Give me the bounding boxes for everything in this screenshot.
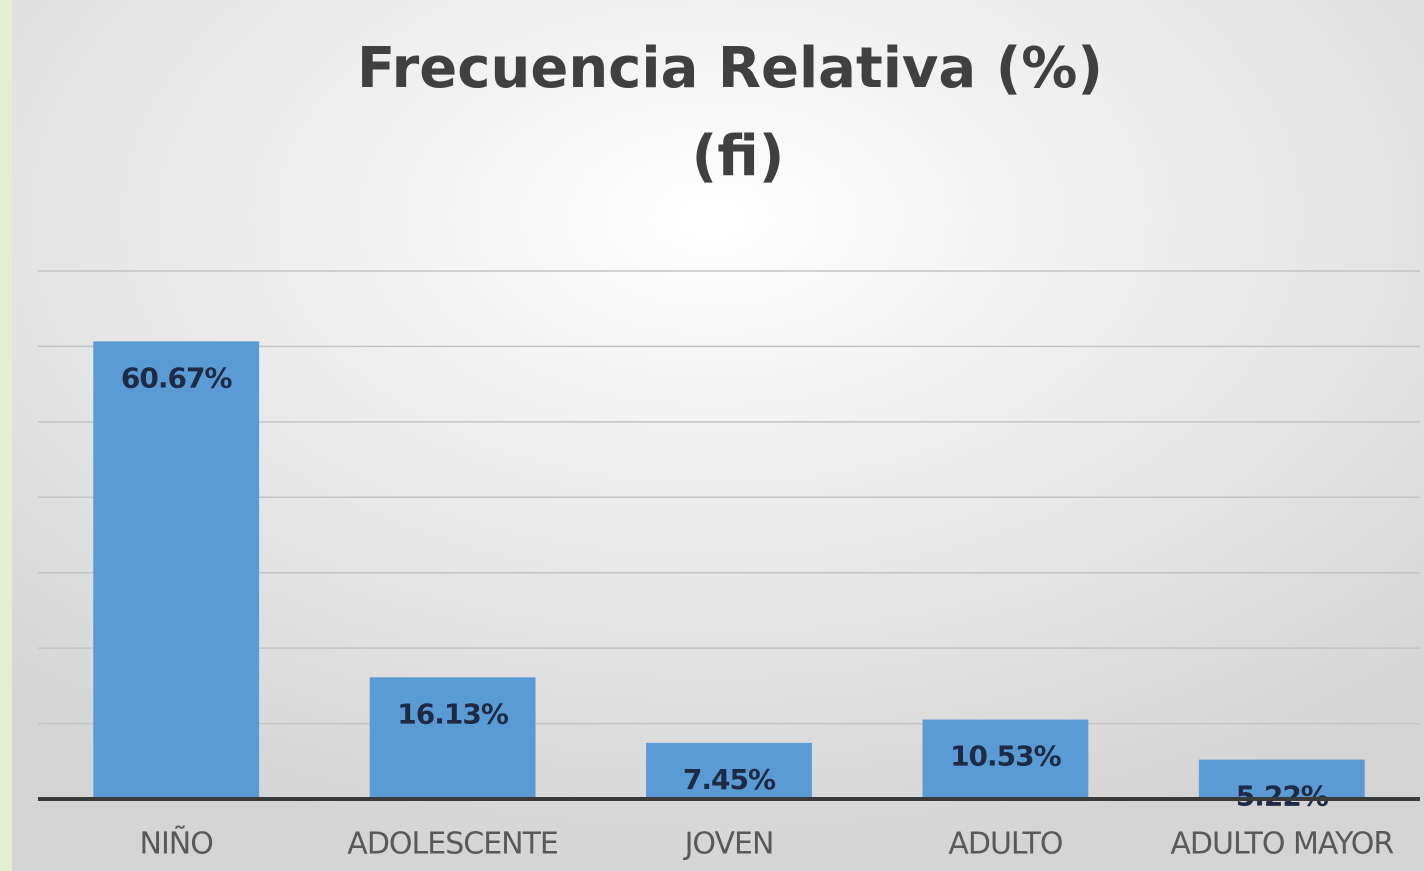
value-label: 60.67%: [121, 361, 233, 394]
bar: [369, 677, 536, 799]
chart-subtitle: (fi): [692, 124, 785, 189]
bar: [922, 719, 1089, 799]
value-label: 7.45%: [683, 763, 776, 796]
bar: [1198, 759, 1365, 799]
x-tick-label: ADULTO: [948, 827, 1062, 862]
value-label: 10.53%: [950, 740, 1062, 773]
bar: [93, 341, 260, 799]
x-tick-label: JOVEN: [683, 827, 774, 862]
bar: [646, 742, 812, 799]
value-label: 5.22%: [1236, 780, 1329, 813]
x-tick-label: NIÑO: [140, 826, 213, 862]
x-tick-label: ADULTO MAYOR: [1170, 827, 1393, 862]
chart-title: Frecuencia Relativa (%): [357, 36, 1103, 101]
x-tick-label: ADOLESCENTE: [347, 827, 558, 862]
value-label: 16.13%: [397, 697, 509, 730]
side-strip: [0, 0, 12, 871]
